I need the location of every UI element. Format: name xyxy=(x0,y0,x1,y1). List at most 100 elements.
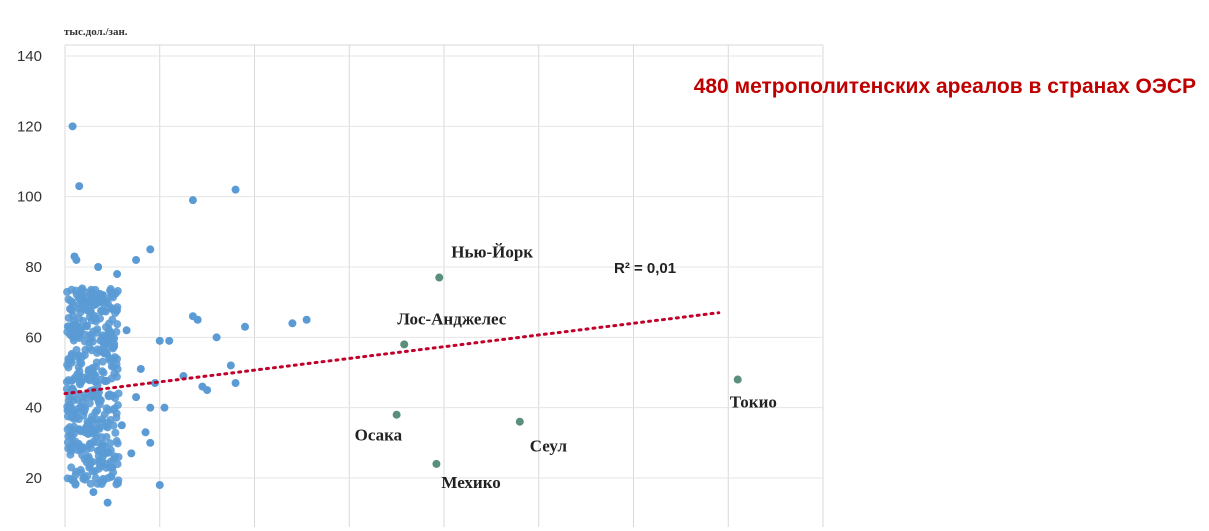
point-label: Токио xyxy=(730,393,777,412)
data-point xyxy=(146,245,155,254)
y-axis-ticks: 140 120 100 80 60 40 20 xyxy=(17,48,42,487)
data-point xyxy=(80,337,89,346)
data-point xyxy=(165,336,174,345)
data-point xyxy=(108,315,117,324)
data-point xyxy=(122,326,131,335)
data-point xyxy=(72,255,81,264)
data-point xyxy=(86,428,95,437)
point-label: Сеул xyxy=(530,437,568,456)
y-tick-label: 60 xyxy=(25,329,42,346)
data-point xyxy=(101,377,110,386)
data-point xyxy=(81,305,90,314)
data-point xyxy=(102,338,111,347)
data-point xyxy=(92,358,101,367)
data-point xyxy=(107,303,116,312)
data-point xyxy=(81,393,90,402)
data-point xyxy=(114,389,123,398)
data-point xyxy=(71,437,80,446)
data-point xyxy=(79,411,88,420)
y-tick-label: 20 xyxy=(25,470,42,487)
data-point xyxy=(110,452,119,461)
data-point xyxy=(113,286,122,295)
data-point xyxy=(231,185,240,194)
data-point xyxy=(132,255,141,264)
data-point xyxy=(188,196,197,205)
data-point xyxy=(75,300,84,309)
data-point xyxy=(117,421,126,430)
data-point xyxy=(76,358,85,367)
data-point xyxy=(106,292,115,301)
chart-title: 480 метрополитенских ареалов в странах О… xyxy=(694,75,1196,98)
data-point xyxy=(106,415,115,424)
data-point xyxy=(112,360,121,369)
data-point xyxy=(97,433,106,442)
data-point xyxy=(288,319,297,328)
data-point xyxy=(98,357,107,366)
data-point xyxy=(86,479,95,488)
data-point xyxy=(89,437,98,446)
trendline xyxy=(63,311,721,396)
data-point xyxy=(84,452,93,461)
data-point xyxy=(103,498,112,507)
named-point xyxy=(435,273,444,282)
data-point xyxy=(160,403,169,412)
data-point xyxy=(67,463,76,472)
data-point xyxy=(97,306,106,315)
data-point xyxy=(92,328,101,337)
data-point xyxy=(68,122,77,131)
data-point xyxy=(241,322,250,331)
data-point xyxy=(70,373,79,382)
data-point xyxy=(95,395,104,404)
y-tick-label: 40 xyxy=(25,400,42,417)
named-point xyxy=(432,459,441,468)
data-point xyxy=(132,393,141,402)
data-point xyxy=(113,439,122,448)
r-squared-label: R² = 0,01 xyxy=(614,260,676,277)
data-point xyxy=(193,315,202,324)
data-point xyxy=(85,463,94,472)
data-point xyxy=(87,346,96,355)
data-point xyxy=(66,450,75,459)
data-point xyxy=(95,446,104,455)
grid xyxy=(64,44,824,527)
data-point xyxy=(212,333,221,342)
point-label: Нью-Йорк xyxy=(451,243,533,262)
data-point xyxy=(100,300,109,309)
data-point xyxy=(75,182,84,191)
y-tick-label: 120 xyxy=(17,118,42,135)
data-point xyxy=(99,474,108,483)
data-point xyxy=(75,445,84,454)
y-axis-unit-label: тыс.дол./зан. xyxy=(64,26,128,38)
data-point xyxy=(141,428,150,437)
data-point xyxy=(98,367,107,376)
data-point xyxy=(90,312,99,321)
data-point xyxy=(72,290,81,299)
data-point xyxy=(87,415,96,424)
data-point xyxy=(107,472,116,481)
data-point xyxy=(98,452,107,461)
named-points: Нью-Йорк Лос-Анджелес Осака Сеул Мехико Токио xyxy=(355,243,777,492)
point-label: Осака xyxy=(355,426,403,445)
data-point xyxy=(102,404,111,413)
data-point xyxy=(136,364,145,373)
data-point xyxy=(66,430,75,439)
data-point xyxy=(91,377,100,386)
data-point xyxy=(302,315,311,324)
data-point xyxy=(68,392,77,401)
data-point xyxy=(94,263,103,271)
data-point xyxy=(87,333,96,342)
y-tick-label: 80 xyxy=(25,259,42,276)
data-point xyxy=(82,423,91,432)
data-point xyxy=(93,406,102,415)
data-point xyxy=(101,422,110,431)
data-point xyxy=(71,325,80,334)
data-point xyxy=(84,367,93,376)
data-point xyxy=(113,460,122,469)
data-point xyxy=(226,361,235,370)
data-point xyxy=(103,350,112,359)
data-point xyxy=(93,479,102,488)
named-point xyxy=(515,417,524,426)
data-point xyxy=(111,428,120,437)
data-point xyxy=(88,392,97,401)
data-point xyxy=(104,325,113,334)
